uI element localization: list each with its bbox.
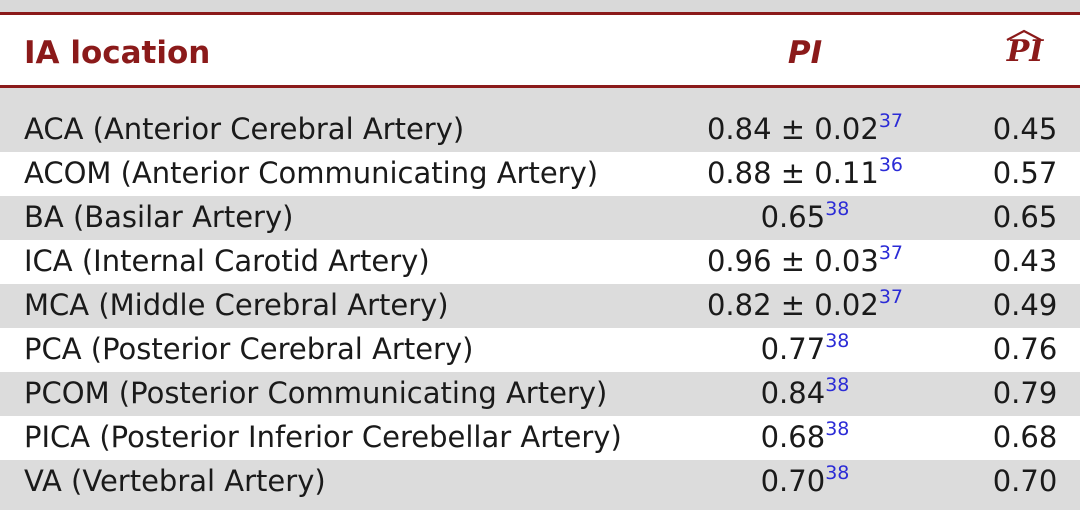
cell-pi: 0.88 ± 0.1136 [700,154,910,191]
cell-ia-location: PCOM (Posterior Communicating Artery) [24,376,608,410]
reference-link[interactable]: 36 [878,154,904,176]
table-header: IA location PI PI [0,15,1080,85]
pi-value: 0.65 [760,200,826,234]
pi-value: 0.96 ± 0.03 [706,244,879,278]
pi-value: 0.70 [760,464,826,498]
cell-pi-hat: 0.49 [992,288,1058,322]
reference-link[interactable]: 38 [825,330,850,352]
table-row: VA (Vertebral Artery) 0.7038 0.70 [0,460,1080,504]
cell-pi-hat: 0.70 [992,464,1058,498]
table-row: PCA (Posterior Cerebral Artery) 0.7738 0.7… [0,328,1080,372]
cell-pi: 0.6838 [700,418,910,455]
cell-ia-location: ACOM (Anterior Communicating Artery) [24,156,599,190]
table-row: ACA (Anterior Cerebral Artery) 0.84 ± 0.0… [0,88,1080,152]
cell-pi-hat: 0.45 [992,112,1058,146]
cell-ia-location: PICA (Posterior Inferior Cerebellar Arte… [24,420,622,454]
cell-pi: 0.84 ± 0.0237 [700,110,910,147]
top-rule [0,12,1080,15]
reference-link[interactable]: 38 [825,462,850,484]
pi-value: 0.82 ± 0.02 [706,288,879,322]
cell-pi-hat: 0.79 [992,376,1058,410]
cell-ia-location: PCA (Posterior Cerebral Artery) [24,332,474,366]
table-row: PICA (Posterior Inferior Cerebellar Arte… [0,416,1080,460]
cell-ia-location: VA (Vertebral Artery) [24,464,326,498]
cell-pi-hat: 0.76 [992,332,1058,366]
cell-pi-hat: 0.65 [992,200,1058,234]
pi-value: 0.88 ± 0.11 [706,156,879,190]
table-body: ACA (Anterior Cerebral Artery) 0.84 ± 0.0… [0,88,1080,510]
table-row: ACOM (Anterior Communicating Artery) 0.88… [0,152,1080,196]
cell-pi: 0.7738 [700,330,910,367]
cell-pi: 0.8438 [700,374,910,411]
reference-link[interactable]: 37 [878,286,904,308]
reference-link[interactable]: 38 [825,374,850,396]
cell-pi: 0.96 ± 0.0337 [700,242,910,279]
cell-pi-hat: 0.68 [992,420,1058,454]
pi-value: 0.84 ± 0.02 [706,112,879,146]
cell-ia-location: BA (Basilar Artery) [24,200,294,234]
bottom-band [0,498,1080,510]
header-rule [0,85,1080,88]
header-ia-location: IA location [24,35,211,71]
reference-link[interactable]: 37 [878,242,904,264]
cell-pi-hat: 0.43 [992,244,1058,278]
cell-ia-location: ICA (Internal Carotid Artery) [24,244,430,278]
header-pi-hat: PI [1006,34,1044,69]
cell-pi: 0.82 ± 0.0237 [700,286,910,323]
cell-pi-hat: 0.57 [992,156,1058,190]
reference-link[interactable]: 38 [825,418,850,440]
pi-value: 0.84 [760,376,826,410]
reference-link[interactable]: 38 [825,198,850,220]
table-row: ICA (Internal Carotid Artery) 0.96 ± 0.03… [0,240,1080,284]
pi-value: 0.77 [760,332,826,366]
cell-pi: 0.6538 [700,198,910,235]
cell-ia-location: ACA (Anterior Cerebral Artery) [24,112,465,146]
cell-pi: 0.7038 [700,462,910,499]
reference-link[interactable]: 37 [878,110,904,132]
hat-icon [1006,29,1042,41]
pi-value: 0.68 [760,420,826,454]
cell-ia-location: MCA (Middle Cerebral Artery) [24,288,449,322]
top-band [0,0,1080,12]
header-pi: PI [787,35,823,71]
table-row: MCA (Middle Cerebral Artery) 0.82 ± 0.023… [0,284,1080,328]
table-row: BA (Basilar Artery) 0.6538 0.65 [0,196,1080,240]
table-row: PCOM (Posterior Communicating Artery) 0.8… [0,372,1080,416]
